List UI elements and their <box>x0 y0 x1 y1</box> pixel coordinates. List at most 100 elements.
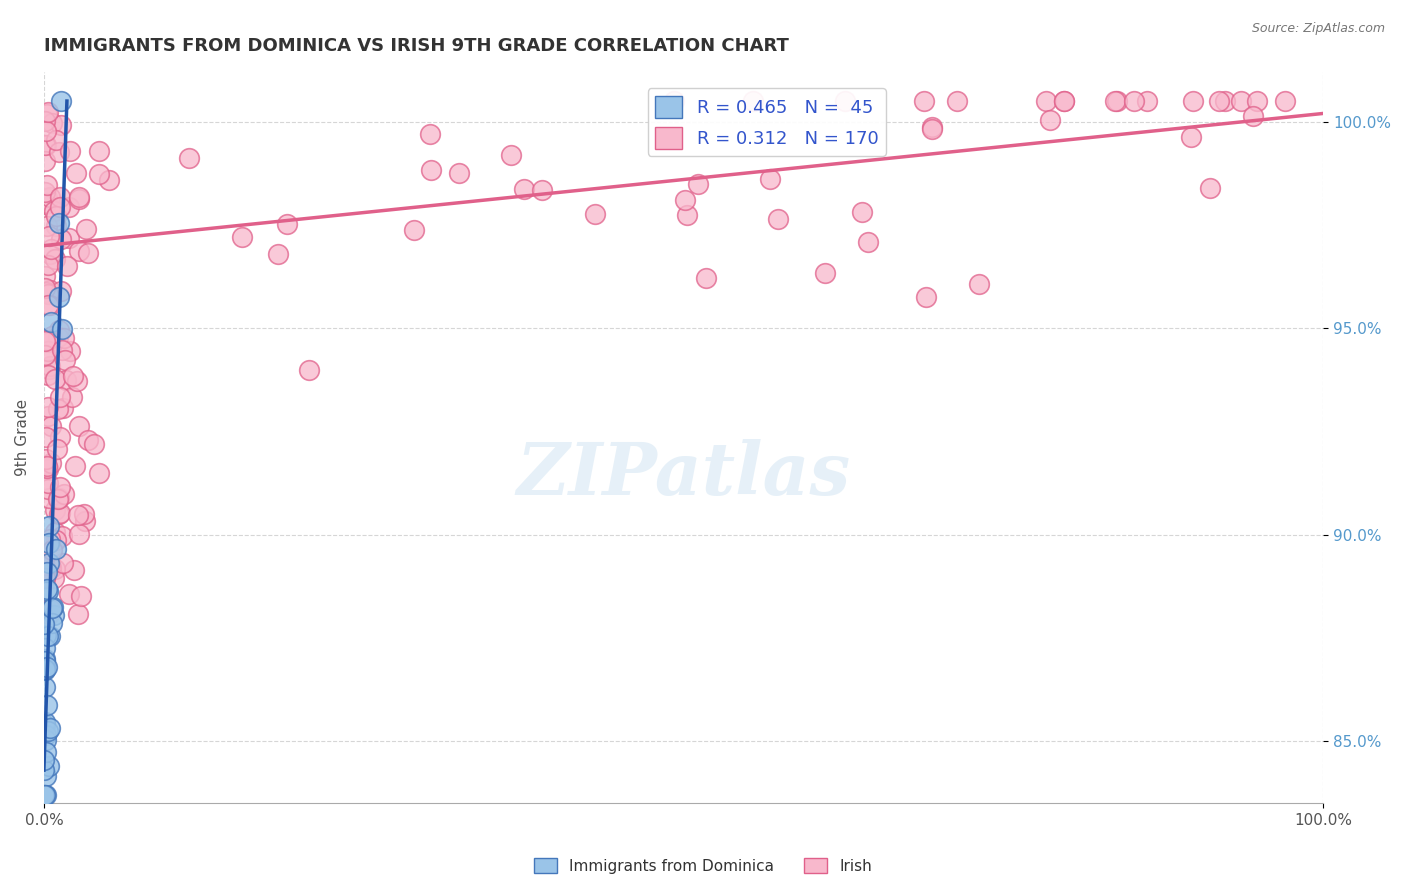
Point <box>231 230 253 244</box>
Point <box>38 246 60 260</box>
Point <box>51 401 73 416</box>
Point <box>35 191 58 205</box>
Point <box>37 104 59 119</box>
Point <box>41 115 63 129</box>
Point <box>48 216 70 230</box>
Point <box>39 243 62 257</box>
Point <box>35 628 58 642</box>
Text: Source: ZipAtlas.com: Source: ZipAtlas.com <box>1251 22 1385 36</box>
Point <box>37 298 59 312</box>
Point <box>34 570 56 584</box>
Point <box>37 629 59 643</box>
Point <box>583 207 606 221</box>
Point <box>447 165 470 179</box>
Point <box>32 617 55 632</box>
Point <box>45 209 67 223</box>
Point <box>52 486 75 500</box>
Point <box>37 583 59 598</box>
Point <box>32 788 55 802</box>
Text: ZIPatlas: ZIPatlas <box>516 439 851 509</box>
Point <box>41 328 63 343</box>
Point <box>38 556 60 570</box>
Point <box>34 663 56 677</box>
Point <box>856 235 879 249</box>
Point <box>1230 94 1253 108</box>
Point <box>41 456 63 470</box>
Point <box>37 343 59 358</box>
Point <box>37 462 59 476</box>
Point <box>63 563 86 577</box>
Point <box>675 208 697 222</box>
Point <box>35 566 58 580</box>
Point <box>177 151 200 165</box>
Point <box>41 616 63 631</box>
Point <box>34 197 56 211</box>
Point <box>38 721 60 735</box>
Point <box>66 374 89 388</box>
Point <box>34 718 56 732</box>
Point <box>1104 94 1126 108</box>
Point <box>83 437 105 451</box>
Point <box>34 334 56 348</box>
Point <box>37 258 59 272</box>
Point <box>686 177 709 191</box>
Point <box>1182 94 1205 108</box>
Point <box>44 371 66 385</box>
Point <box>1123 94 1146 108</box>
Point <box>513 182 536 196</box>
Point <box>51 343 73 357</box>
Point <box>34 654 56 668</box>
Point <box>912 94 935 108</box>
Point <box>37 724 59 739</box>
Point <box>34 558 56 572</box>
Point <box>38 759 60 773</box>
Point <box>499 148 522 162</box>
Point <box>51 285 73 299</box>
Point <box>37 287 59 301</box>
Point <box>75 222 97 236</box>
Point <box>77 246 100 260</box>
Point <box>51 529 73 543</box>
Point <box>35 458 58 473</box>
Point <box>76 434 98 448</box>
Point <box>675 194 697 208</box>
Point <box>921 120 943 134</box>
Point <box>37 333 59 347</box>
Point <box>34 681 56 695</box>
Point <box>34 640 56 655</box>
Point <box>758 172 780 186</box>
Point <box>1213 94 1236 108</box>
Point <box>48 507 70 521</box>
Point <box>44 503 66 517</box>
Point <box>34 153 56 168</box>
Point <box>35 107 58 121</box>
Point <box>55 374 77 388</box>
Point <box>34 430 56 444</box>
Point <box>34 657 56 672</box>
Point <box>34 185 56 199</box>
Point <box>49 119 72 133</box>
Point <box>48 145 70 160</box>
Point <box>1241 109 1264 123</box>
Point <box>39 298 62 312</box>
Point <box>1052 94 1074 108</box>
Point <box>34 728 56 742</box>
Point <box>1053 94 1076 108</box>
Point <box>67 508 90 523</box>
Point <box>53 352 76 367</box>
Point <box>52 556 75 570</box>
Point <box>419 127 441 141</box>
Point <box>38 362 60 376</box>
Point <box>276 217 298 231</box>
Legend: Immigrants from Dominica, Irish: Immigrants from Dominica, Irish <box>527 852 879 880</box>
Point <box>420 163 443 178</box>
Point <box>89 144 111 158</box>
Y-axis label: 9th Grade: 9th Grade <box>15 399 30 476</box>
Point <box>404 223 426 237</box>
Point <box>1208 94 1230 108</box>
Point <box>67 527 90 541</box>
Point <box>67 193 90 207</box>
Point <box>45 442 67 456</box>
Point <box>664 94 686 108</box>
Point <box>89 167 111 181</box>
